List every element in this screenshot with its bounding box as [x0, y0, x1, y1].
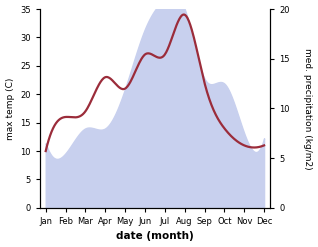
X-axis label: date (month): date (month): [116, 231, 194, 242]
Y-axis label: max temp (C): max temp (C): [5, 77, 15, 140]
Y-axis label: med. precipitation (kg/m2): med. precipitation (kg/m2): [303, 48, 313, 169]
